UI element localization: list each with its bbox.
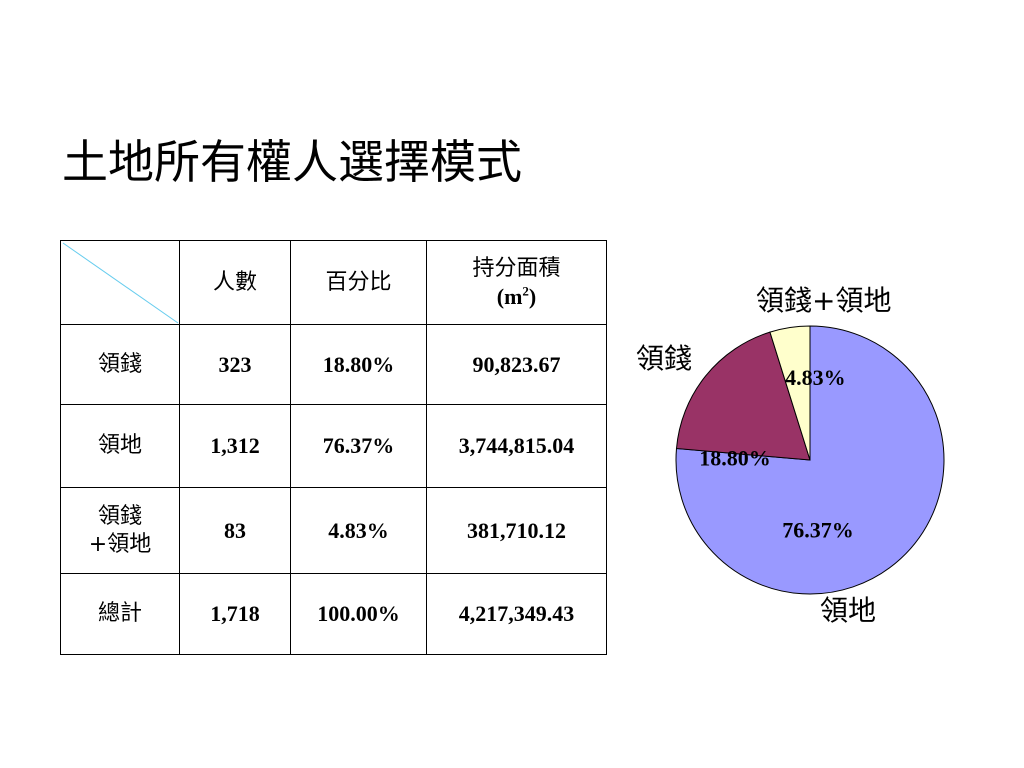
table-row-total: 總計 1,718 100.00% 4,217,349.43 (60, 573, 607, 655)
row-area: 90,823.67 (426, 324, 607, 405)
pie-slice-2 (769, 325, 811, 461)
row-count: 1,312 (179, 404, 291, 488)
header-count: 人數 (179, 240, 291, 325)
table-row: 領地 1,312 76.37% 3,744,815.04 (60, 404, 607, 488)
row-label: 領錢 +領地 (60, 487, 180, 574)
row-count: 83 (179, 487, 291, 574)
header-area: 持分面積 (m2) (426, 240, 607, 325)
data-table: 人數 百分比 持分面積 (m2) 領錢 323 18.80% 90,823.67… (60, 240, 607, 655)
row-area: 381,710.12 (426, 487, 607, 574)
row-percent: 18.80% (290, 324, 427, 405)
row-area: 4,217,349.43 (426, 573, 607, 655)
table-header-row: 人數 百分比 持分面積 (m2) (60, 240, 607, 325)
row-percent: 100.00% (290, 573, 427, 655)
pie-chart: 76.37% 領地 18.80% 領錢 4.83% 領錢+領地 (636, 284, 945, 627)
row-percent: 76.37% (290, 404, 427, 488)
pie-percent-label: 18.80% (699, 445, 771, 470)
table-row: 領錢 323 18.80% 90,823.67 (60, 324, 607, 405)
row-label: 領錢 (60, 324, 180, 405)
header-area-unit: (m2) (496, 283, 537, 309)
table-row: 領錢 +領地 83 4.83% 381,710.12 (60, 487, 607, 574)
row-percent: 4.83% (290, 487, 427, 574)
row-count: 323 (179, 324, 291, 405)
pie-percent-label: 76.37% (782, 518, 854, 543)
pie-name-label: 領錢+領地 (756, 284, 891, 317)
pie-slice-1 (675, 331, 811, 461)
row-count: 1,718 (179, 573, 291, 655)
row-label-line1: 領錢 (97, 504, 142, 529)
pie-name-label: 領地 (820, 594, 876, 627)
page-title: 土地所有權人選擇模式 (62, 135, 522, 189)
pie-percent-label: 4.83% (785, 365, 846, 390)
row-label-line2: +領地 (88, 531, 152, 557)
header-area-label: 持分面積 (472, 256, 561, 281)
row-label: 總計 (60, 573, 180, 655)
header-percent: 百分比 (290, 240, 427, 325)
corner-diagonal (62, 242, 179, 324)
row-label: 領地 (60, 404, 180, 488)
pie-name-label: 領錢 (636, 342, 692, 375)
row-area: 3,744,815.04 (426, 404, 607, 488)
table-corner-cell (60, 240, 180, 325)
